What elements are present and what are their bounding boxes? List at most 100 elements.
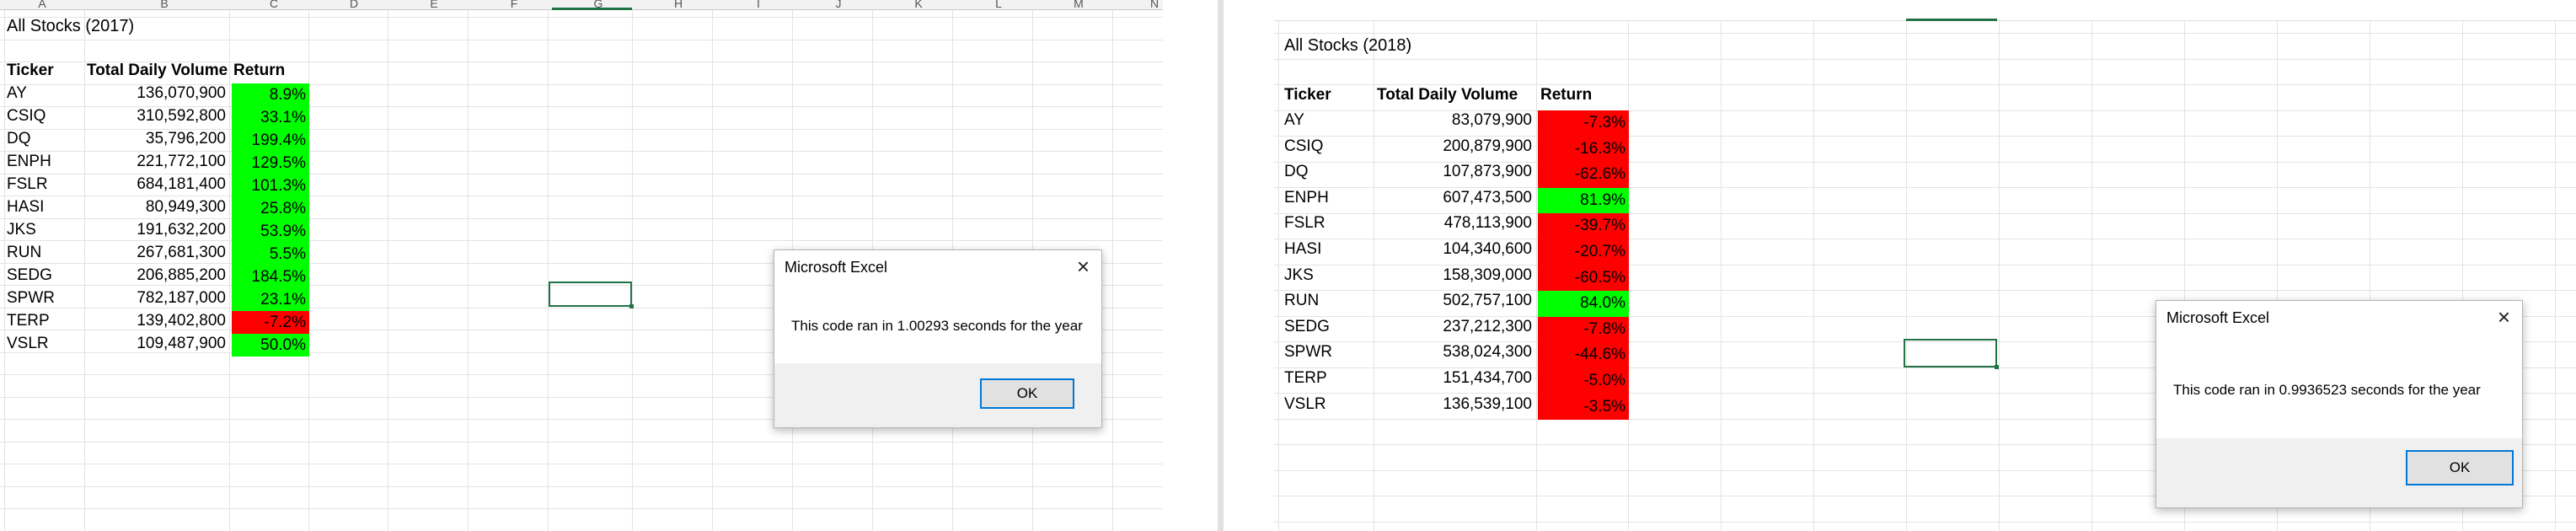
ticker-cell[interactable]: JKS [7, 221, 36, 239]
ticker-cell[interactable]: DQ [7, 130, 31, 148]
close-icon[interactable]: × [1076, 254, 1090, 279]
ticker-cell[interactable]: SPWR [7, 289, 55, 307]
volume-cell[interactable]: 310,592,800 [137, 107, 226, 125]
ticker-cell[interactable]: AY [1284, 111, 1304, 129]
volume-cell[interactable]: 478,113,900 [1443, 214, 1532, 233]
return-cell[interactable]: -20.7% [1538, 239, 1629, 266]
grid-row-line [0, 106, 1163, 107]
ok-button[interactable]: OK [980, 378, 1074, 409]
volume-cell[interactable]: 104,340,600 [1443, 240, 1532, 258]
return-cell[interactable]: -16.3% [1538, 136, 1629, 163]
column-letter[interactable]: E [430, 0, 438, 10]
return-cell[interactable]: -44.6% [1538, 342, 1629, 368]
cell-grid[interactable] [1274, 21, 2576, 531]
volume-cell[interactable]: 151,434,700 [1443, 369, 1532, 387]
return-cell[interactable]: 81.9% [1538, 187, 1629, 214]
ok-button[interactable]: OK [2406, 450, 2514, 485]
ticker-cell[interactable]: VSLR [7, 335, 49, 352]
return-cell[interactable]: -3.5% [1538, 394, 1629, 421]
close-icon[interactable]: × [2497, 304, 2510, 330]
return-cell[interactable]: -62.6% [1538, 162, 1629, 188]
grid-row-line [0, 240, 1163, 241]
volume-cell[interactable]: 139,402,800 [137, 312, 226, 330]
return-cell[interactable]: 101.3% [232, 174, 309, 197]
column-letter[interactable]: K [914, 0, 923, 10]
volume-cell[interactable]: 206,885,200 [137, 266, 226, 284]
ticker-cell[interactable]: FSLR [7, 175, 48, 193]
volume-cell[interactable]: 200,879,900 [1443, 137, 1532, 155]
column-letter[interactable]: I [757, 0, 760, 10]
volume-cell[interactable]: 191,632,200 [137, 221, 226, 239]
column-letter[interactable]: C [269, 0, 279, 10]
window-separator [1218, 0, 1224, 531]
volume-cell[interactable]: 35,796,200 [145, 130, 226, 148]
ticker-cell[interactable]: TERP [7, 312, 50, 330]
column-letter[interactable]: J [835, 0, 842, 10]
column-letter[interactable]: L [995, 0, 1002, 10]
ticker-cell[interactable]: ENPH [7, 153, 51, 170]
ticker-cell[interactable]: RUN [1284, 292, 1320, 310]
grid-row-line [0, 351, 1163, 353]
ticker-cell[interactable]: HASI [7, 198, 45, 216]
column-letter[interactable]: A [38, 0, 46, 10]
volume-cell[interactable]: 267,681,300 [137, 244, 226, 261]
volume-cell[interactable]: 538,024,300 [1443, 343, 1532, 362]
volume-cell[interactable]: 607,473,500 [1443, 188, 1532, 206]
selected-cell[interactable] [1904, 339, 1999, 369]
header-ticker: Ticker [1284, 86, 1331, 104]
column-letter[interactable]: N [1149, 0, 1159, 10]
return-cell[interactable]: 184.5% [232, 266, 309, 288]
volume-cell[interactable]: 136,539,100 [1443, 394, 1532, 413]
column-letter[interactable]: D [349, 0, 359, 10]
ticker-cell[interactable]: SEDG [7, 266, 52, 284]
volume-cell[interactable]: 684,181,400 [137, 175, 226, 193]
column-letter[interactable]: M [1074, 0, 1084, 10]
ticker-cell[interactable]: AY [7, 84, 27, 102]
return-cell[interactable]: -7.3% [1538, 110, 1629, 137]
return-cell[interactable]: 23.1% [232, 288, 309, 311]
volume-cell[interactable]: 136,070,900 [137, 84, 226, 102]
column-letter[interactable]: G [593, 0, 603, 10]
volume-cell[interactable]: 109,487,900 [137, 335, 226, 352]
ticker-cell[interactable]: DQ [1284, 163, 1309, 181]
return-cell[interactable]: 53.9% [232, 220, 309, 243]
return-cell[interactable]: 33.1% [232, 106, 309, 129]
ticker-cell[interactable]: CSIQ [7, 107, 46, 125]
ticker-cell[interactable]: ENPH [1284, 188, 1329, 206]
return-cell[interactable]: -5.0% [1538, 368, 1629, 394]
grid-column-line [632, 10, 633, 531]
return-cell[interactable]: 129.5% [232, 152, 309, 174]
ticker-cell[interactable]: HASI [1284, 240, 1322, 258]
return-cell[interactable]: 50.0% [232, 334, 309, 357]
return-cell[interactable]: -7.2% [232, 311, 309, 334]
volume-cell[interactable]: 221,772,100 [137, 153, 226, 170]
sheet-title: All Stocks (2018) [1284, 36, 1412, 55]
ticker-cell[interactable]: TERP [1284, 369, 1327, 387]
selected-cell[interactable] [549, 282, 634, 308]
return-cell[interactable]: -60.5% [1538, 265, 1629, 292]
return-cell[interactable]: 84.0% [1538, 291, 1629, 317]
ticker-cell[interactable]: RUN [7, 244, 42, 261]
return-cell[interactable]: 5.5% [232, 243, 309, 266]
ticker-cell[interactable]: JKS [1284, 266, 1314, 284]
volume-cell[interactable]: 158,309,000 [1443, 266, 1532, 284]
return-cell[interactable]: 8.9% [232, 83, 309, 106]
column-letter[interactable]: F [510, 0, 518, 10]
return-cell[interactable]: -7.8% [1538, 316, 1629, 343]
return-cell[interactable]: 25.8% [232, 197, 309, 220]
ticker-cell[interactable]: SEDG [1284, 317, 1330, 335]
ticker-cell[interactable]: CSIQ [1284, 137, 1324, 155]
column-letter[interactable]: H [673, 0, 683, 10]
return-cell[interactable]: -39.7% [1538, 213, 1629, 239]
ticker-cell[interactable]: FSLR [1284, 214, 1325, 233]
ticker-cell[interactable]: VSLR [1284, 394, 1326, 413]
return-cell[interactable]: 199.4% [232, 129, 309, 152]
volume-cell[interactable]: 80,949,300 [145, 198, 226, 216]
volume-cell[interactable]: 237,212,300 [1443, 317, 1532, 335]
column-letter[interactable]: B [160, 0, 169, 10]
ticker-cell[interactable]: SPWR [1284, 343, 1332, 362]
volume-cell[interactable]: 502,757,100 [1443, 292, 1532, 310]
volume-cell[interactable]: 83,079,900 [1451, 111, 1532, 129]
volume-cell[interactable]: 782,187,000 [137, 289, 226, 307]
volume-cell[interactable]: 107,873,900 [1443, 163, 1532, 181]
